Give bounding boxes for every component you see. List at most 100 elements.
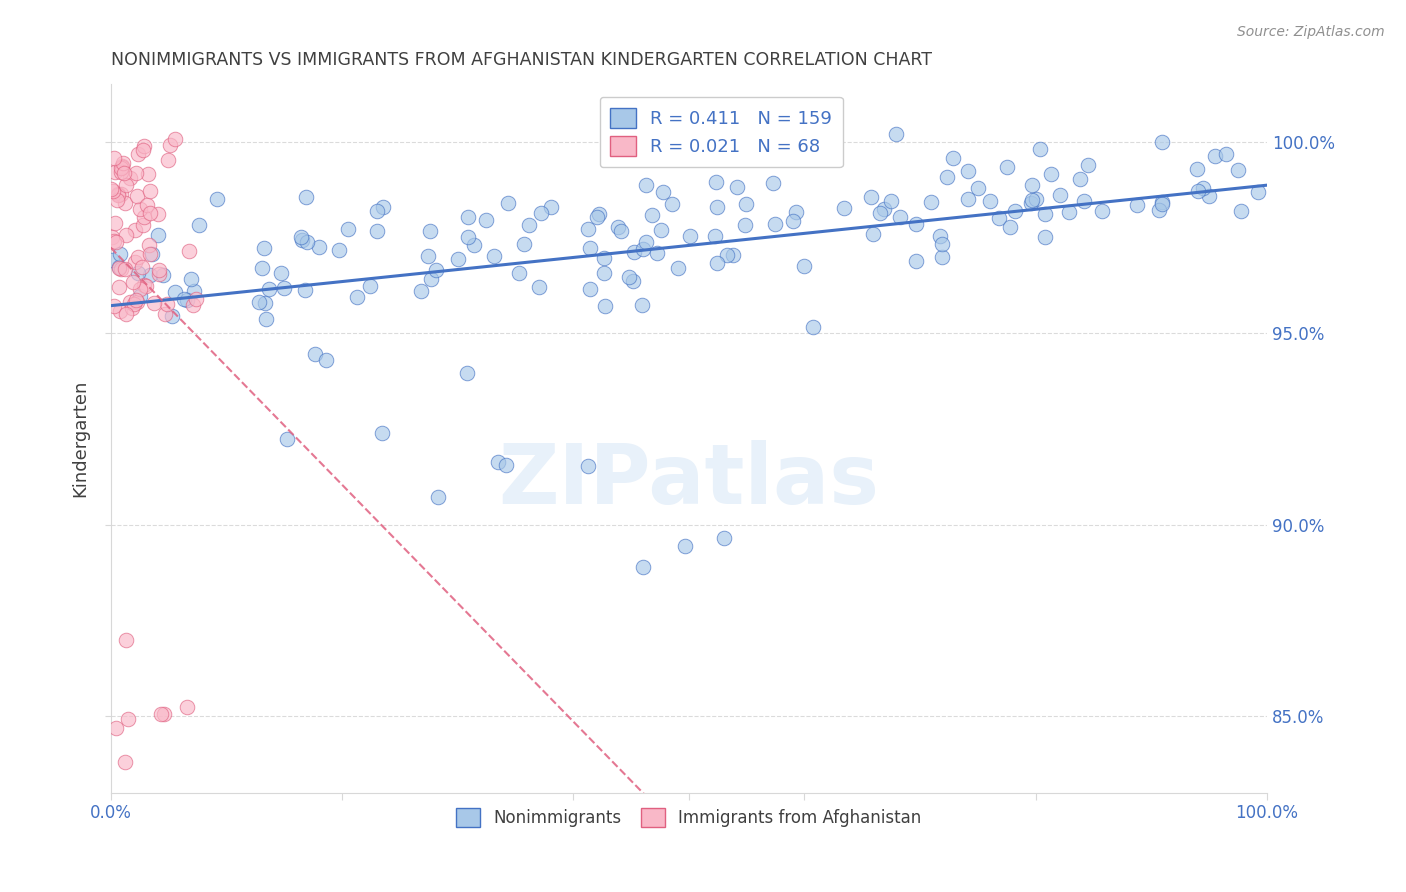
Point: [104, 164, 127, 178]
Point: [184, 292, 207, 306]
Point: [1000, 220, 1022, 235]
Point: [1152, 195, 1174, 210]
Point: [579, 241, 602, 255]
Point: [1069, 172, 1091, 186]
Point: [931, 250, 953, 264]
Point: [270, 266, 292, 280]
Point: [359, 279, 381, 293]
Point: [1227, 163, 1250, 178]
Point: [371, 200, 394, 214]
Point: [114, 262, 136, 277]
Point: [1057, 205, 1080, 219]
Point: [666, 260, 689, 275]
Point: [124, 255, 146, 269]
Point: [988, 211, 1011, 225]
Point: [122, 275, 145, 289]
Point: [673, 539, 696, 553]
Point: [588, 207, 610, 221]
Point: [884, 127, 907, 141]
Point: [508, 266, 530, 280]
Point: [1198, 189, 1220, 203]
Point: [254, 312, 277, 326]
Point: [110, 186, 132, 201]
Point: [1004, 204, 1026, 219]
Point: [148, 207, 170, 221]
Point: [103, 299, 125, 313]
Point: [862, 227, 884, 241]
Point: [253, 296, 276, 310]
Point: [295, 235, 318, 249]
Point: [110, 262, 132, 277]
Point: [159, 138, 181, 153]
Point: [1033, 207, 1056, 221]
Point: [105, 235, 128, 249]
Point: [336, 222, 359, 236]
Point: [135, 279, 157, 293]
Point: [1150, 197, 1173, 211]
Point: [103, 234, 125, 248]
Point: [803, 320, 825, 334]
Point: [706, 256, 728, 270]
Point: [148, 263, 170, 277]
Point: [100, 230, 122, 244]
Point: [623, 274, 645, 288]
Point: [328, 244, 350, 258]
Point: [114, 195, 136, 210]
Point: [1125, 198, 1147, 212]
Point: [108, 261, 131, 276]
Point: [136, 167, 159, 181]
Point: [920, 194, 942, 209]
Point: [125, 293, 148, 308]
Point: [1187, 184, 1209, 198]
Point: [110, 161, 132, 176]
Point: [129, 202, 152, 216]
Point: [141, 247, 163, 261]
Point: [929, 228, 952, 243]
Point: [832, 202, 855, 216]
Point: [427, 490, 450, 504]
Point: [889, 210, 911, 224]
Point: [425, 262, 447, 277]
Point: [633, 242, 655, 256]
Point: [143, 295, 166, 310]
Point: [967, 180, 990, 194]
Point: [585, 211, 607, 225]
Point: [957, 192, 980, 206]
Point: [1090, 204, 1112, 219]
Point: [713, 531, 735, 545]
Point: [110, 247, 132, 261]
Point: [1185, 161, 1208, 176]
Point: [366, 224, 388, 238]
Point: [125, 294, 148, 309]
Point: [447, 252, 470, 267]
Point: [735, 197, 758, 211]
Point: [1029, 143, 1052, 157]
Point: [173, 292, 195, 306]
Point: [475, 213, 498, 227]
Point: [527, 280, 550, 294]
Point: [117, 713, 139, 727]
Point: [1147, 202, 1170, 217]
Point: [114, 756, 136, 770]
Point: [457, 230, 479, 244]
Point: [165, 132, 187, 146]
Point: [956, 163, 979, 178]
Point: [880, 194, 903, 209]
Point: [517, 218, 540, 232]
Point: [512, 237, 534, 252]
Point: [592, 251, 614, 265]
Point: [160, 309, 183, 323]
Point: [979, 194, 1001, 209]
Point: [139, 184, 162, 198]
Point: [456, 367, 478, 381]
Point: [931, 237, 953, 252]
Point: [725, 179, 748, 194]
Point: [128, 282, 150, 296]
Point: [257, 282, 280, 296]
Point: [177, 244, 200, 259]
Text: ZIPatlas: ZIPatlas: [498, 441, 879, 522]
Point: [176, 293, 198, 307]
Point: [183, 284, 205, 298]
Point: [180, 271, 202, 285]
Point: [1033, 230, 1056, 244]
